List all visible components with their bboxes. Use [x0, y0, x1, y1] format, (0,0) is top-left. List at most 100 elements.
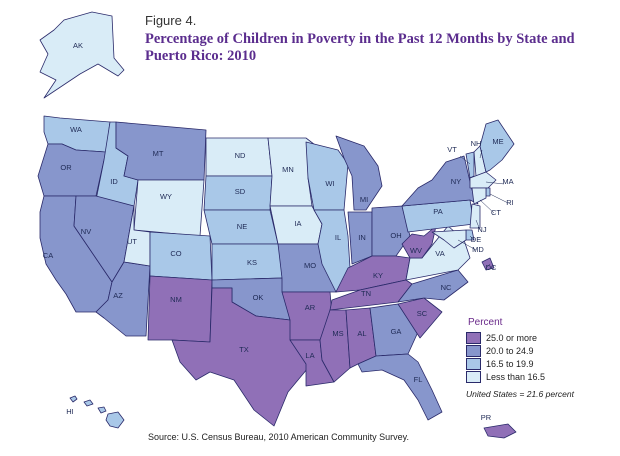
state-wy [133, 179, 205, 237]
state-label-md: MD [472, 245, 484, 254]
state-label-ak: AK [73, 41, 83, 50]
state-label-ne: NE [237, 222, 247, 231]
state-label-ct: CT [491, 208, 501, 217]
source-note: Source: U.S. Census Bureau, 2010 America… [148, 432, 409, 442]
state-label-sc: SC [417, 309, 428, 318]
state-label-or: OR [60, 163, 72, 172]
state-label-pa: PA [433, 207, 442, 216]
state-fl [357, 353, 443, 421]
state-ma [469, 171, 497, 189]
leader-line-dc [485, 263, 491, 269]
state-label-mo: MO [304, 261, 316, 270]
state-wv [401, 225, 437, 259]
state-ri [485, 187, 491, 197]
state-label-ri: RI [506, 198, 514, 207]
state-mi [335, 135, 383, 211]
leader-line-ma [485, 181, 505, 185]
legend-swatch [466, 331, 481, 344]
state-or [37, 143, 107, 197]
state-label-oh: OH [390, 231, 401, 240]
state-label-fl: FL [414, 375, 423, 384]
state-label-ar: AR [305, 303, 316, 312]
state-label-nd: ND [235, 151, 246, 160]
leader-line-nh [479, 149, 483, 159]
state-dc [481, 257, 495, 271]
state-label-al: AL [357, 329, 366, 338]
state-ny [401, 155, 479, 207]
legend-label: 20.0 to 24.9 [486, 345, 534, 356]
state-label-hi: HI [66, 407, 74, 416]
legend-title: Percent [468, 317, 503, 328]
state-label-wa: WA [70, 125, 82, 134]
state-nj [469, 203, 481, 229]
state-label-tn: TN [361, 289, 371, 298]
state-ct [471, 187, 487, 205]
legend-item: 16.5 to 19.9 [466, 357, 545, 370]
state-label-ny: NY [451, 177, 461, 186]
state-label-nv: NV [81, 227, 91, 236]
legend-label: 16.5 to 19.9 [486, 358, 534, 369]
legend-item: 25.0 or more [466, 331, 545, 344]
legend-label: 25.0 or more [486, 332, 538, 343]
state-hi [69, 395, 125, 429]
state-sc [397, 297, 443, 339]
state-nc [397, 269, 469, 303]
us-average-note: United States = 21.6 percent [466, 389, 574, 399]
state-label-ut: UT [127, 237, 137, 246]
state-label-la: LA [305, 351, 314, 360]
legend-swatch [466, 370, 481, 383]
state-label-tx: TX [239, 345, 249, 354]
state-label-vt: VT [447, 145, 457, 154]
state-label-va: VA [435, 249, 444, 258]
state-label-ky: KY [373, 271, 383, 280]
figure-label: Figure 4. [145, 13, 197, 28]
state-md [431, 229, 467, 249]
state-label-nj: NJ [477, 225, 486, 234]
legend: Percent 25.0 or more 20.0 to 24.9 16.5 t… [466, 317, 545, 383]
state-label-id: ID [110, 177, 118, 186]
legend-item: 20.0 to 24.9 [466, 344, 545, 357]
state-label-me: ME [492, 137, 503, 146]
state-ak [39, 11, 125, 99]
leader-line-ri [489, 193, 509, 204]
state-label-de: DE [471, 235, 481, 244]
state-label-ks: KS [247, 258, 257, 267]
state-label-nm: NM [170, 295, 182, 304]
leader-line-nj [475, 219, 481, 231]
state-label-nc: NC [441, 283, 452, 292]
state-label-il: IL [335, 233, 341, 242]
state-label-sd: SD [235, 187, 246, 196]
state-label-in: IN [358, 233, 366, 242]
map-title: Percentage of Children in Poverty in the… [145, 31, 575, 64]
state-tx [171, 287, 309, 427]
state-label-pr: PR [481, 413, 492, 422]
state-label-ok: OK [253, 293, 264, 302]
state-label-az: AZ [113, 291, 123, 300]
legend-swatch [466, 344, 481, 357]
state-label-ga: GA [391, 327, 402, 336]
state-label-ms: MS [332, 329, 343, 338]
leader-line-md [457, 239, 477, 251]
legend-swatch [466, 357, 481, 370]
state-az [95, 261, 151, 337]
state-label-ma: MA [502, 177, 513, 186]
state-label-wi: WI [325, 179, 334, 188]
state-pr [483, 423, 517, 439]
state-label-mn: MN [282, 165, 294, 174]
state-me [479, 119, 515, 173]
leader-line-ct [479, 199, 495, 214]
state-label-ca: CA [43, 251, 53, 260]
state-label-wy: WY [160, 192, 172, 201]
state-label-co: CO [170, 249, 181, 258]
state-label-mt: MT [153, 149, 164, 158]
state-vt [465, 151, 475, 179]
state-label-nh: NH [471, 139, 482, 148]
state-nm [147, 275, 213, 343]
state-label-dc: DC [486, 263, 497, 272]
legend-label: Less than 16.5 [486, 371, 546, 382]
legend-item: Less than 16.5 [466, 370, 545, 383]
state-label-mi: MI [360, 195, 368, 204]
leader-line-vt [459, 155, 471, 165]
state-in [347, 211, 373, 265]
